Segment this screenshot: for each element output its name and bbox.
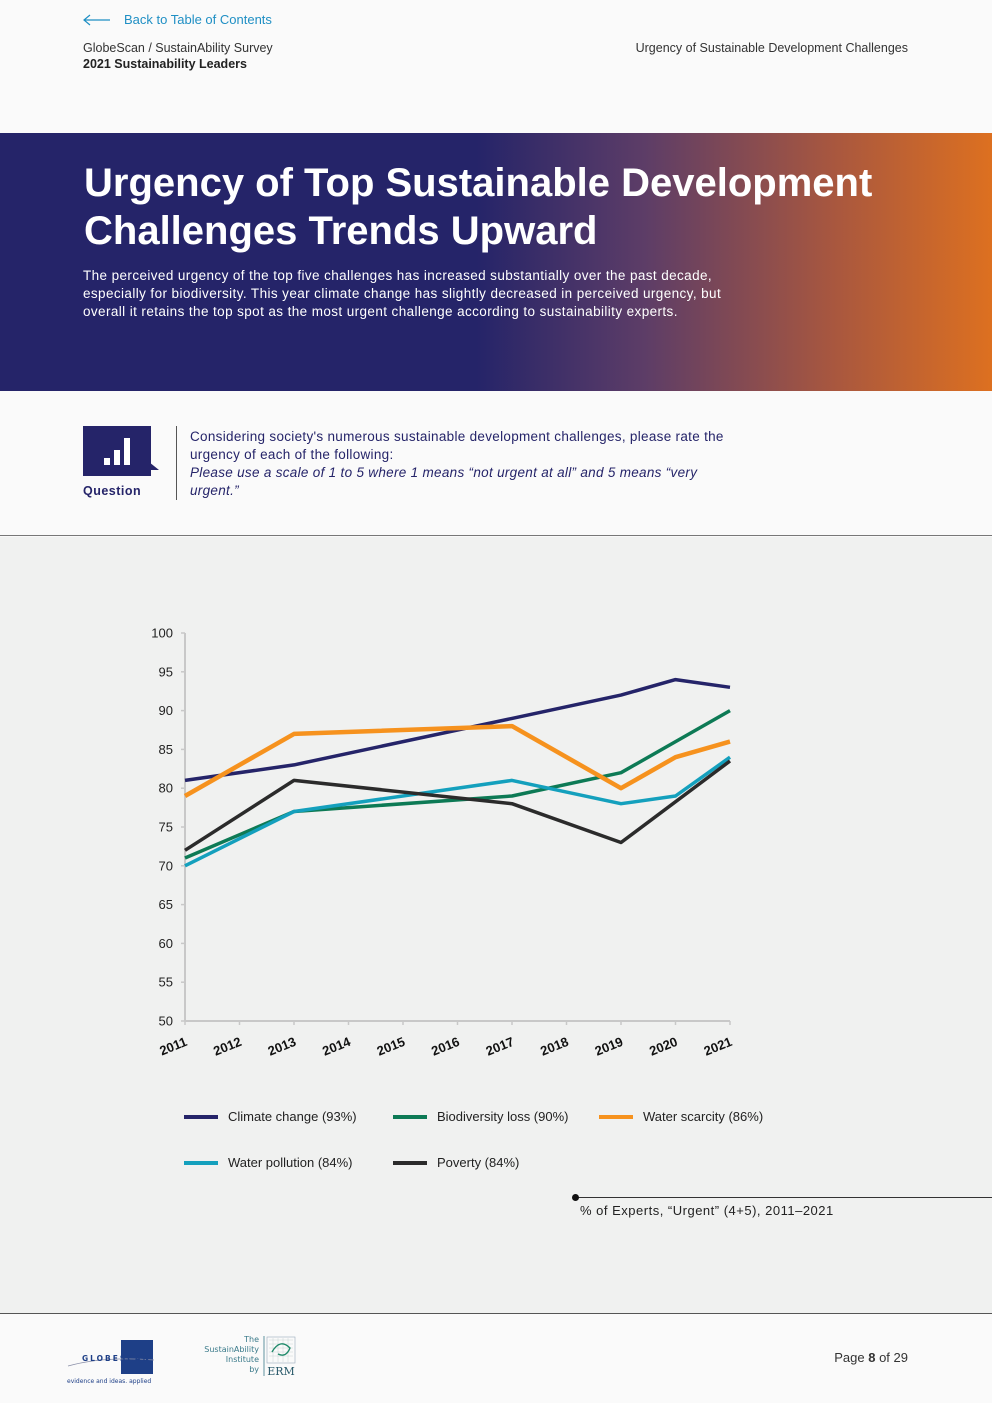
question-main: Considering society's numerous sustainab… — [190, 429, 724, 462]
y-tick-label: 75 — [159, 820, 173, 835]
question-scale-note: Please use a scale of 1 to 5 where 1 mea… — [190, 465, 698, 498]
hero-banner: Urgency of Top Sustainable Development C… — [0, 133, 992, 391]
arrow-left-icon — [83, 14, 110, 25]
x-tick-label: 2019 — [593, 1034, 625, 1059]
y-tick-label: 85 — [159, 742, 173, 757]
legend-label: Water scarcity (86%) — [643, 1109, 764, 1124]
y-tick-label: 65 — [159, 897, 173, 912]
legend-item: Poverty (84%) — [393, 1155, 519, 1170]
y-tick-label: 90 — [159, 703, 173, 718]
series-line — [183, 723, 731, 798]
caption-dot — [572, 1194, 579, 1201]
legend-swatch — [184, 1114, 218, 1119]
series-line — [184, 677, 731, 783]
question-block: Question Considering society's numerous … — [0, 391, 992, 536]
section-name: Urgency of Sustainable Development Chall… — [635, 41, 908, 55]
legend-swatch — [599, 1114, 633, 1119]
back-link-label[interactable]: Back to Table of Contents — [124, 12, 272, 27]
x-tick-label: 2020 — [647, 1034, 679, 1059]
chart-legend: Climate change (93%) Biodiversity loss (… — [184, 1109, 824, 1189]
chart-panel: 50 55 60 65 70 75 80 85 90 95 100 2011 2012 2013 2014 2… — [0, 537, 992, 1314]
series-line — [184, 755, 732, 868]
si-line2: SustainAbility — [204, 1345, 259, 1354]
legend-item: Water pollution (84%) — [184, 1155, 353, 1170]
x-tick-label: 2017 — [484, 1034, 516, 1059]
question-label: Question — [83, 484, 142, 498]
si-line4: by — [249, 1365, 259, 1374]
question-divider — [176, 426, 177, 500]
legend-item: Climate change (93%) — [184, 1109, 357, 1124]
page-total: of 29 — [879, 1350, 908, 1365]
bar-chart-icon — [83, 426, 159, 476]
legend-label: Biodiversity loss (90%) — [437, 1109, 569, 1124]
legend-swatch — [184, 1160, 218, 1165]
hero-description: The perceived urgency of the top five ch… — [83, 268, 722, 319]
y-tick-label: 100 — [151, 626, 173, 641]
page-title: Urgency of Top Sustainable Development C… — [84, 161, 873, 253]
y-tick-label: 60 — [159, 936, 173, 951]
x-tick-label: 2018 — [538, 1034, 570, 1059]
page-number: Page 8 of 29 — [834, 1350, 908, 1365]
y-tick-label: 70 — [159, 858, 173, 873]
legend-swatch — [393, 1160, 427, 1165]
series-line — [184, 759, 732, 852]
x-tick-label: 2012 — [211, 1034, 243, 1059]
top-bar: Back to Table of Contents GlobeScan / Su… — [0, 0, 992, 133]
si-line3: Institute — [226, 1355, 259, 1364]
x-tick-label: 2021 — [702, 1034, 734, 1059]
series-line — [184, 709, 731, 860]
erm-wordmark: ERM — [267, 1365, 295, 1378]
x-tick-label: 2011 — [157, 1034, 189, 1058]
si-line1: The — [243, 1335, 259, 1344]
survey-subtitle: 2021 Sustainability Leaders — [83, 57, 247, 71]
legend-label: Water pollution (84%) — [228, 1155, 353, 1170]
globescan-tagline: evidence and ideas. applied — [67, 1378, 151, 1385]
x-tick-label: 2015 — [375, 1034, 407, 1059]
legend-item: Water scarcity (86%) — [599, 1109, 763, 1124]
globescan-logo: GLOBESCAN evidence and ideas. applied — [67, 1340, 155, 1385]
legend-swatch — [393, 1114, 427, 1119]
chart-caption: % of Experts, “Urgent” (4+5), 2011–2021 — [580, 1203, 834, 1218]
y-tick-label: 55 — [159, 975, 173, 990]
question-text: Considering society's numerous sustainab… — [190, 428, 730, 500]
globescan-wordmark: GLOBESCAN — [82, 1354, 151, 1363]
y-tick-label: 80 — [159, 781, 173, 796]
page-current: 8 — [868, 1350, 876, 1365]
legend-label: Climate change (93%) — [228, 1109, 357, 1124]
caption-rule — [576, 1197, 992, 1198]
legend-label: Poverty (84%) — [437, 1155, 520, 1170]
back-to-toc-link[interactable]: Back to Table of Contents — [83, 12, 272, 27]
footer: GLOBESCAN evidence and ideas. applied Th… — [0, 1314, 992, 1403]
x-tick-label: 2016 — [429, 1034, 461, 1059]
x-tick-label: 2014 — [320, 1034, 353, 1059]
page-prefix: Page — [834, 1350, 865, 1365]
sustainability-institute-logo: The SustainAbility Institute by ERM — [204, 1335, 296, 1378]
y-tick-label: 50 — [159, 1014, 173, 1029]
y-tick-label: 95 — [159, 664, 173, 679]
legend-item: Biodiversity loss (90%) — [393, 1109, 569, 1124]
line-chart: 50 55 60 65 70 75 80 85 90 95 100 2011 2012 2013 2014 2… — [151, 626, 734, 1059]
survey-name: GlobeScan / SustainAbility Survey — [83, 41, 273, 55]
x-tick-label: 2013 — [266, 1034, 298, 1059]
